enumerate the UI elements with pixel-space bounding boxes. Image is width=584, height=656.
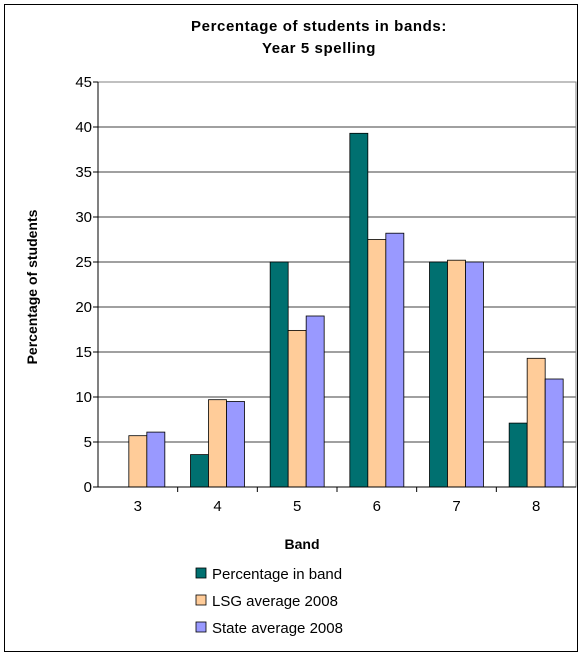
bar-3-7 — [465, 261, 484, 488]
y-tick-label: 40 — [75, 119, 92, 136]
y-tick-label: 30 — [75, 209, 92, 226]
x-tick-label: 3 — [134, 498, 142, 515]
bar-2-8 — [526, 357, 546, 488]
bar-3-8 — [544, 378, 564, 488]
x-tick-label: 5 — [293, 498, 301, 515]
bar-3-3 — [146, 431, 166, 488]
bar-3-6 — [385, 232, 405, 488]
bar-1-4 — [190, 454, 209, 488]
bar-2-5 — [287, 329, 307, 488]
y-axis-ticks: 0 5 10 15 20 25 30 35 40 45 — [75, 74, 99, 496]
y-axis-title: Percentage of students — [24, 209, 40, 364]
x-tick-label: 6 — [373, 498, 381, 515]
legend: Percentage in band LSG average 2008 State … — [195, 566, 343, 637]
legend-label: State average 2008 — [212, 620, 343, 637]
chart-title-line1: Percentage of students in bands: — [191, 18, 447, 35]
chart-title-line2: Year 5 spelling — [262, 40, 376, 57]
legend-swatch — [195, 621, 207, 633]
bar-2-7 — [447, 259, 466, 488]
x-tick-label: 8 — [532, 498, 540, 515]
legend-swatch — [195, 567, 207, 579]
bar-1-8 — [508, 422, 528, 488]
y-tick-label: 10 — [75, 389, 92, 406]
legend-label: Percentage in band — [212, 566, 342, 583]
x-tick-label: 4 — [213, 498, 221, 515]
x-axis-title: Band — [285, 536, 320, 552]
bar-3-5 — [305, 315, 325, 488]
legend-swatch — [195, 594, 207, 606]
y-tick-label: 35 — [75, 164, 92, 181]
legend-label: LSG average 2008 — [212, 593, 338, 610]
gridlines — [98, 81, 576, 488]
bar-3-4 — [226, 401, 245, 488]
bar-1-6 — [349, 132, 369, 488]
bars — [128, 132, 564, 488]
x-axis-ticks: 3 4 5 6 7 8 — [98, 486, 576, 515]
y-tick-label: 0 — [84, 479, 92, 496]
y-tick-label: 5 — [84, 434, 92, 451]
y-tick-label: 45 — [75, 74, 92, 91]
bar-2-6 — [367, 239, 387, 488]
y-tick-label: 15 — [75, 344, 92, 361]
y-tick-label: 20 — [75, 299, 92, 316]
y-tick-label: 25 — [75, 254, 92, 271]
bar-1-7 — [429, 261, 448, 488]
plot-area — [97, 81, 577, 488]
bar-2-3 — [128, 435, 148, 488]
bar-1-5 — [269, 261, 289, 488]
x-tick-label: 7 — [452, 498, 460, 515]
bar-2-4 — [208, 399, 227, 488]
